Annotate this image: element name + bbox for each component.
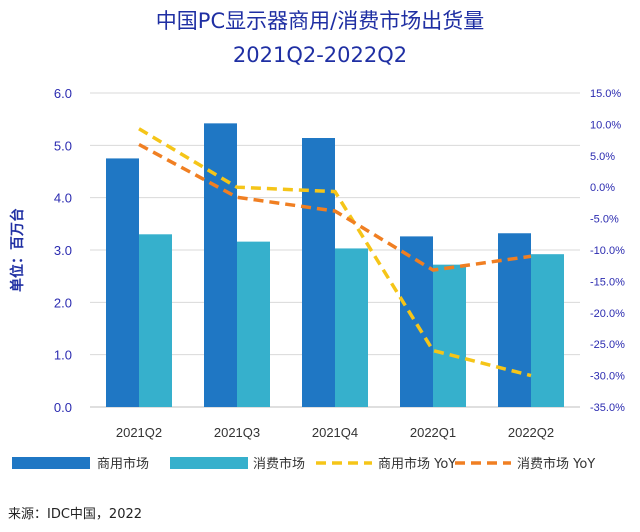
legend-label: 商用市场	[97, 456, 149, 472]
x-axis-ticks: 2021Q2 2021Q3 2021Q4 2022Q1 2022Q2	[116, 425, 554, 440]
legend-label: 商用市场 YoY	[378, 456, 456, 472]
legend: 商用市场 消费市场 商用市场 YoY 消费市场 YoY	[12, 456, 595, 472]
y-tick-label: 0.0	[54, 400, 72, 415]
y2-tick-label: -20.0%	[590, 308, 625, 320]
x-tick-label: 2022Q2	[508, 425, 554, 440]
y-axis-left-ticks: 0.0 1.0 2.0 3.0 4.0 5.0 6.0	[54, 86, 72, 415]
y-axis-right-ticks: 15.0% 10.0% 5.0% 0.0% -5.0% -10.0% -15.0% -20.0…	[590, 88, 625, 414]
chart-subtitle: 2021Q2-2022Q2	[233, 43, 407, 67]
bar-consumer	[237, 241, 270, 407]
y2-tick-label: -30.0%	[590, 371, 625, 383]
bar-consumer	[433, 264, 466, 407]
chart-title: 中国PC显示器商用/消费市场出货量	[156, 9, 484, 33]
bar-commercial	[204, 123, 237, 407]
y2-tick-label: -35.0%	[590, 402, 625, 414]
y2-tick-label: -5.0%	[590, 214, 619, 226]
x-tick-label: 2021Q4	[312, 425, 358, 440]
x-tick-label: 2021Q2	[116, 425, 162, 440]
y2-tick-label: 10.0%	[590, 119, 621, 131]
legend-label: 消费市场 YoY	[517, 456, 595, 472]
bar-consumer	[335, 248, 368, 407]
legend-item: 商用市场 YoY	[316, 456, 456, 472]
bar-consumer	[531, 254, 564, 407]
y-tick-label: 3.0	[54, 243, 72, 258]
y-axis-label: 单位：百万台	[9, 208, 26, 292]
y2-tick-label: -10.0%	[590, 245, 625, 257]
y2-tick-label: -15.0%	[590, 276, 625, 288]
line-consumer-yoy	[138, 142, 532, 272]
y-tick-label: 5.0	[54, 138, 72, 153]
legend-item: 商用市场	[12, 456, 149, 472]
bars	[106, 123, 564, 408]
yoy-lines	[138, 127, 532, 378]
legend-swatch	[12, 457, 90, 469]
legend-item: 消费市场	[170, 456, 305, 472]
bar-commercial	[106, 158, 139, 407]
x-tick-label: 2021Q3	[214, 425, 260, 440]
y-tick-label: 2.0	[54, 295, 72, 310]
bar-commercial	[400, 236, 433, 407]
y-tick-label: 1.0	[54, 348, 72, 363]
legend-swatch	[170, 457, 248, 469]
y-tick-label: 6.0	[54, 86, 72, 101]
bar-consumer	[139, 234, 172, 407]
x-tick-label: 2022Q1	[410, 425, 456, 440]
legend-label: 消费市场	[253, 456, 305, 472]
y2-tick-label: 15.0%	[590, 88, 621, 100]
source-note: 来源：IDC中国，2022	[8, 507, 142, 522]
y2-tick-label: 0.0%	[590, 182, 615, 194]
y2-tick-label: 5.0%	[590, 151, 615, 163]
y2-tick-label: -25.0%	[590, 339, 625, 351]
y-tick-label: 4.0	[54, 191, 72, 206]
line-commercial-yoy	[138, 127, 532, 378]
bar-commercial	[302, 138, 335, 408]
bar-commercial	[498, 233, 531, 407]
legend-item: 消费市场 YoY	[455, 456, 595, 472]
